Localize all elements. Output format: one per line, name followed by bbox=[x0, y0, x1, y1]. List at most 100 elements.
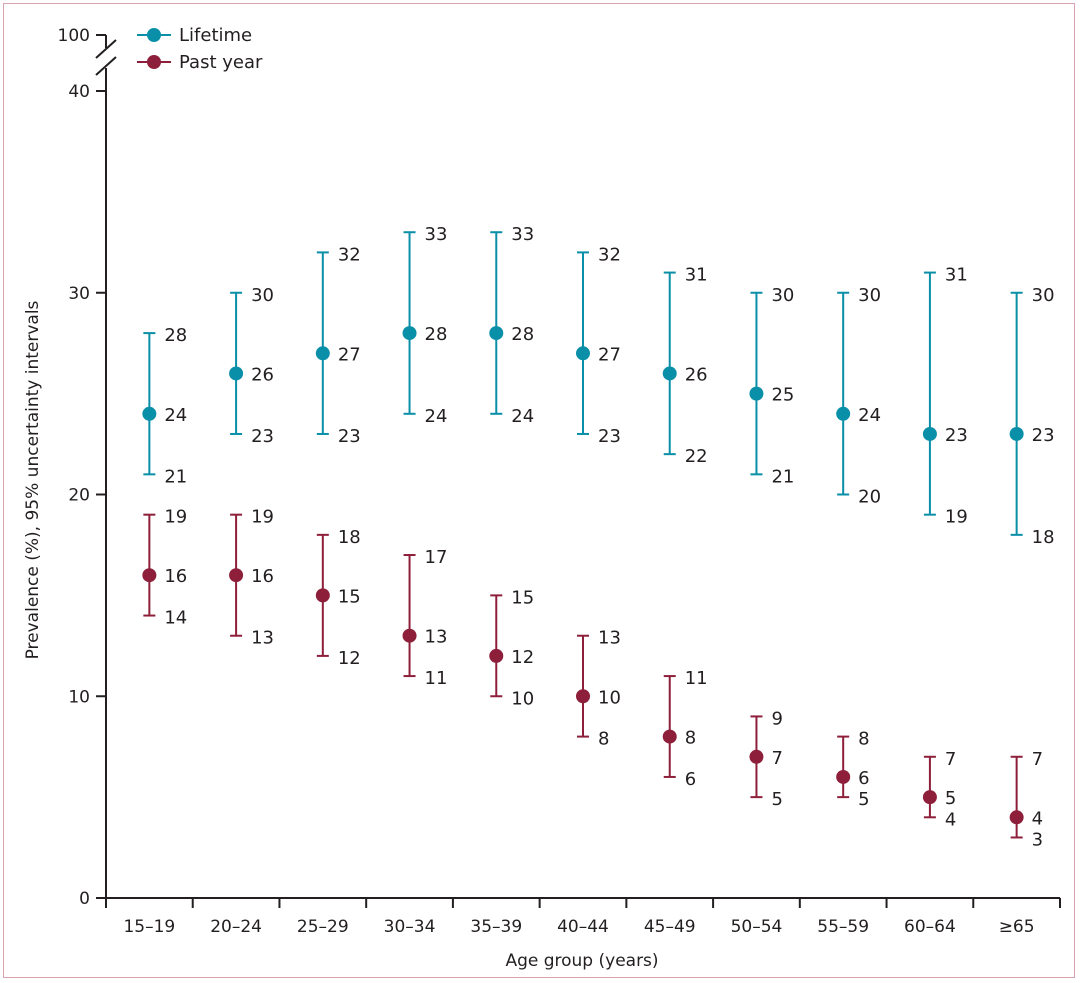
data-point bbox=[402, 628, 417, 643]
lower-label: 10 bbox=[511, 688, 534, 709]
value-label: 24 bbox=[164, 405, 187, 426]
value-label: 15 bbox=[338, 586, 361, 607]
upper-label: 15 bbox=[511, 587, 534, 608]
x-tick-label: 15–19 bbox=[123, 917, 175, 937]
upper-label: 13 bbox=[598, 628, 621, 649]
x-tick-label: 55–59 bbox=[817, 917, 869, 937]
value-label: 7 bbox=[771, 748, 782, 769]
y-axis-title: Prevalence (%), 95% uncertainty interval… bbox=[23, 300, 43, 659]
lower-label: 24 bbox=[511, 406, 534, 427]
value-label: 4 bbox=[1032, 808, 1043, 829]
upper-label: 8 bbox=[858, 729, 869, 750]
upper-label: 33 bbox=[511, 224, 534, 245]
upper-label: 30 bbox=[1032, 285, 1055, 306]
data-point bbox=[489, 648, 504, 663]
value-label: 8 bbox=[685, 728, 696, 749]
data-point bbox=[402, 326, 417, 341]
lower-label: 20 bbox=[858, 487, 881, 508]
x-tick-label: ≥65 bbox=[999, 917, 1035, 937]
upper-label: 11 bbox=[685, 668, 708, 689]
lower-label: 4 bbox=[945, 809, 956, 830]
upper-label: 28 bbox=[164, 325, 187, 346]
x-tick-label: 25–29 bbox=[297, 917, 349, 937]
upper-label: 30 bbox=[858, 285, 881, 306]
lower-label: 5 bbox=[771, 789, 782, 810]
lower-label: 23 bbox=[598, 426, 621, 447]
data-point bbox=[142, 568, 157, 583]
lower-label: 23 bbox=[251, 426, 274, 447]
upper-label: 19 bbox=[251, 507, 274, 528]
value-label: 16 bbox=[251, 566, 274, 587]
legend-swatch-marker bbox=[147, 28, 161, 42]
value-label: 13 bbox=[425, 627, 448, 648]
value-label: 16 bbox=[164, 566, 187, 587]
lower-label: 8 bbox=[598, 729, 609, 750]
x-tick-label: 50–54 bbox=[731, 917, 783, 937]
value-label: 12 bbox=[511, 647, 534, 668]
legend-item: Past year bbox=[137, 52, 263, 73]
value-label: 24 bbox=[858, 405, 881, 426]
upper-label: 30 bbox=[771, 285, 794, 306]
x-tick-label: 60–64 bbox=[904, 917, 956, 937]
upper-label: 31 bbox=[945, 265, 968, 286]
data-point bbox=[1009, 426, 1024, 441]
data-point bbox=[922, 426, 937, 441]
lower-label: 12 bbox=[338, 648, 361, 669]
data-point bbox=[662, 366, 677, 381]
lower-label: 14 bbox=[164, 608, 187, 629]
value-label: 28 bbox=[511, 324, 534, 345]
upper-label: 7 bbox=[1032, 749, 1043, 770]
legend-item: Lifetime bbox=[137, 25, 252, 46]
lower-label: 22 bbox=[685, 446, 708, 467]
chart-marks: 2824213026233227233328243328243227233126… bbox=[142, 224, 1055, 850]
y-tick-label: 0 bbox=[79, 889, 90, 909]
y-tick-label-break: 100 bbox=[58, 26, 90, 46]
value-label: 6 bbox=[858, 768, 869, 789]
value-label: 26 bbox=[251, 364, 274, 385]
axis-break-mark bbox=[95, 39, 117, 59]
lower-label: 21 bbox=[771, 466, 794, 487]
lower-label: 18 bbox=[1032, 527, 1055, 548]
lower-label: 13 bbox=[251, 628, 274, 649]
y-tick-label: 10 bbox=[68, 687, 90, 707]
upper-label: 32 bbox=[598, 244, 621, 265]
legend-swatch-marker bbox=[147, 55, 161, 69]
lower-label: 6 bbox=[685, 769, 696, 790]
legend-label: Past year bbox=[179, 52, 263, 73]
series-lifetime: 28 24 21 30 26 23 32 27 23 33 28 24 33 28 24 32 27 23 31 26… bbox=[142, 224, 1055, 548]
series-past-year: 19 16 14 19 16 13 18 15 12 17 13 11 15 12 10 13 10 8 11 8 6 9… bbox=[142, 507, 1043, 850]
lower-label: 5 bbox=[858, 789, 869, 810]
legend-label: Lifetime bbox=[179, 25, 252, 46]
axis-break-mark bbox=[95, 56, 117, 76]
lower-label: 23 bbox=[338, 426, 361, 447]
value-label: 23 bbox=[1032, 425, 1055, 446]
upper-label: 7 bbox=[945, 749, 956, 770]
data-point bbox=[229, 568, 244, 583]
x-tick-label: 20–24 bbox=[210, 917, 262, 937]
data-point bbox=[1009, 810, 1024, 825]
upper-label: 9 bbox=[771, 708, 782, 729]
data-point bbox=[662, 729, 677, 744]
y-tick-label: 20 bbox=[68, 486, 90, 506]
upper-label: 17 bbox=[425, 547, 448, 568]
data-point bbox=[315, 588, 330, 603]
upper-label: 33 bbox=[425, 224, 448, 245]
lower-label: 3 bbox=[1032, 829, 1043, 850]
data-point bbox=[922, 790, 937, 805]
value-label: 23 bbox=[945, 425, 968, 446]
data-point bbox=[229, 366, 244, 381]
value-label: 27 bbox=[598, 344, 621, 365]
value-label: 28 bbox=[425, 324, 448, 345]
data-point bbox=[142, 406, 157, 421]
lower-label: 11 bbox=[425, 668, 448, 689]
data-point bbox=[749, 386, 764, 401]
data-point bbox=[489, 326, 504, 341]
value-label: 26 bbox=[685, 364, 708, 385]
upper-label: 30 bbox=[251, 285, 274, 306]
y-tick-label: 30 bbox=[68, 284, 90, 304]
upper-label: 18 bbox=[338, 527, 361, 548]
data-point bbox=[836, 406, 851, 421]
figure-frame bbox=[3, 3, 1075, 978]
upper-label: 19 bbox=[164, 507, 187, 528]
